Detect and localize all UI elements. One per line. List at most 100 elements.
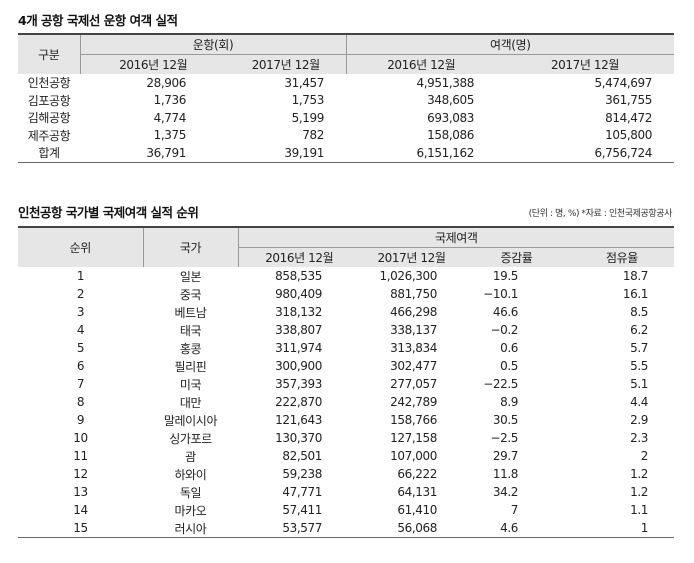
table-row: 15 러시아 53,577 56,068 4.6 1 [18,519,674,538]
table-row: 6 필리핀 300,900 302,477 0.5 5.5 [18,357,674,375]
growth-rate: 30.5 [492,413,519,427]
flights-2016: 36,791 [146,145,186,160]
share: 2.3 [630,431,648,445]
share: 5.1 [630,377,648,391]
table-row: 제주공항 1,375 782 158,086 105,800 [18,127,674,145]
share: 5.7 [630,341,648,355]
passengers-2017: 105,800 [605,128,652,143]
passengers-2016: 158,086 [427,128,474,143]
country: 러시아 [174,521,207,536]
passengers-2016: 858,535 [275,269,322,283]
table-row: 7 미국 357,393 277,057 −22.5 5.1 [18,375,674,393]
passengers-2016: 47,771 [282,485,322,499]
airport-name: 김포공항 [27,93,71,108]
growth-rate: 34.2 [492,485,519,499]
table-row: 1 일본 858,535 1,026,300 19.5 18.7 [18,267,674,285]
passengers-2016: 980,409 [275,287,322,301]
table-row: 4 태국 338,807 338,137 −0.2 6.2 [18,321,674,339]
share: 4.4 [630,395,648,409]
rank: 3 [76,305,85,319]
passengers-2017: 361,755 [605,93,652,108]
airport-flights-passengers-table: 구분 운항(회) 여객(명) 2016년 12월 2017년 12월 2016년… [18,33,674,163]
flights-2017: 782 [302,128,324,143]
passengers-2017: 313,834 [390,341,437,355]
table-row: 10 싱가포르 130,370 127,158 −2.5 2.3 [18,429,674,447]
passengers-2016: 4,951,388 [416,75,475,90]
table-row: 5 홍콩 311,974 313,834 0.6 5.7 [18,339,674,357]
passengers-2017: 277,057 [390,377,437,391]
growth-rate: 0.5 [500,359,518,373]
growth-rate: 7 [510,503,519,517]
table-row: 2 중국 980,409 881,750 −10.1 16.1 [18,285,674,303]
table-row: 8 대만 222,870 242,789 8.9 4.4 [18,393,674,411]
unit-source-note: (단위 : 명, %) *자료 : 인천국제공항공사 [528,209,673,219]
passengers-2016: 311,974 [275,341,322,355]
passengers-2016: 82,501 [282,449,322,463]
flights-2016: 1,736 [153,93,187,108]
rank: 12 [73,467,88,481]
share: 1.2 [630,485,648,499]
passengers-2017: 66,222 [397,467,437,481]
rank: 11 [73,449,88,463]
airport-table-title: 4개 공항 국제선 운항 여객 실적 [18,13,178,28]
passengers-2017: 1,026,300 [379,269,438,283]
country: 말레이시아 [163,413,218,428]
passengers-2016: 693,083 [427,110,474,125]
rank: 1 [76,269,85,283]
header-passengers-2016: 2016년 12월 [345,54,496,74]
passengers-2017: 64,131 [397,485,437,499]
passengers-2017: 338,137 [390,323,437,337]
country: 독일 [179,485,202,500]
table-row: 김해공항 4,774 5,199 693,083 814,472 [18,109,674,127]
table-row: 9 말레이시아 121,643 158,766 30.5 2.9 [18,411,674,429]
passengers-2016: 318,132 [275,305,322,319]
header-share: 점유율 [570,247,674,267]
rank: 2 [76,287,85,301]
table-row: 12 하와이 59,238 66,222 11.8 1.2 [18,465,674,483]
passengers-2016: 338,807 [275,323,322,337]
header-2017: 2017년 12월 [360,247,463,267]
airport-name: 합계 [38,146,60,161]
passengers-2016: 121,643 [275,413,322,427]
table-row: 14 마카오 57,411 61,410 7 1.1 [18,501,674,519]
share: 1.1 [630,503,648,517]
table-row: 인천공항 28,906 31,457 4,951,388 5,474,697 [18,74,674,92]
header-passengers: 여객(명) [345,34,674,55]
flights-2016: 4,774 [153,110,187,125]
header-flights-2017: 2017년 12월 [226,54,346,74]
passengers-2016: 130,370 [275,431,322,445]
passengers-2016: 6,151,162 [416,145,475,160]
country: 마카오 [174,503,207,518]
rank: 5 [76,341,85,355]
passengers-2017: 127,158 [390,431,437,445]
header-intl-passengers: 국제여객 [237,227,674,248]
country: 홍콩 [179,341,202,356]
rank: 14 [73,503,88,517]
share: 2.9 [630,413,648,427]
header-rank: 순위 [18,227,143,267]
airport-name: 인천공항 [27,76,71,91]
growth-rate: −22.5 [483,377,518,391]
growth-rate: 46.6 [492,305,519,319]
passengers-2016: 222,870 [275,395,322,409]
share: 6.2 [630,323,648,337]
share: 16.1 [622,287,649,301]
flights-2016: 28,906 [146,75,186,90]
country: 미국 [179,377,202,392]
growth-rate: 0.6 [500,341,518,355]
country-table-title: 인천공항 국가별 국제여객 실적 순위 [18,205,199,220]
header-country: 국가 [142,227,238,267]
header-category: 구분 [18,34,80,74]
rank: 7 [76,377,85,391]
country: 베트남 [174,305,207,320]
passengers-2017: 158,766 [390,413,437,427]
passengers-2017: 814,472 [605,110,652,125]
growth-rate: 19.5 [492,269,519,283]
share: 18.7 [622,269,649,283]
growth-rate: 11.8 [492,467,519,481]
country: 일본 [179,269,202,284]
header-passengers-2017: 2017년 12월 [496,54,674,74]
passengers-2016: 300,900 [275,359,322,373]
rank: 15 [73,521,88,535]
flights-2016: 1,375 [153,128,187,143]
